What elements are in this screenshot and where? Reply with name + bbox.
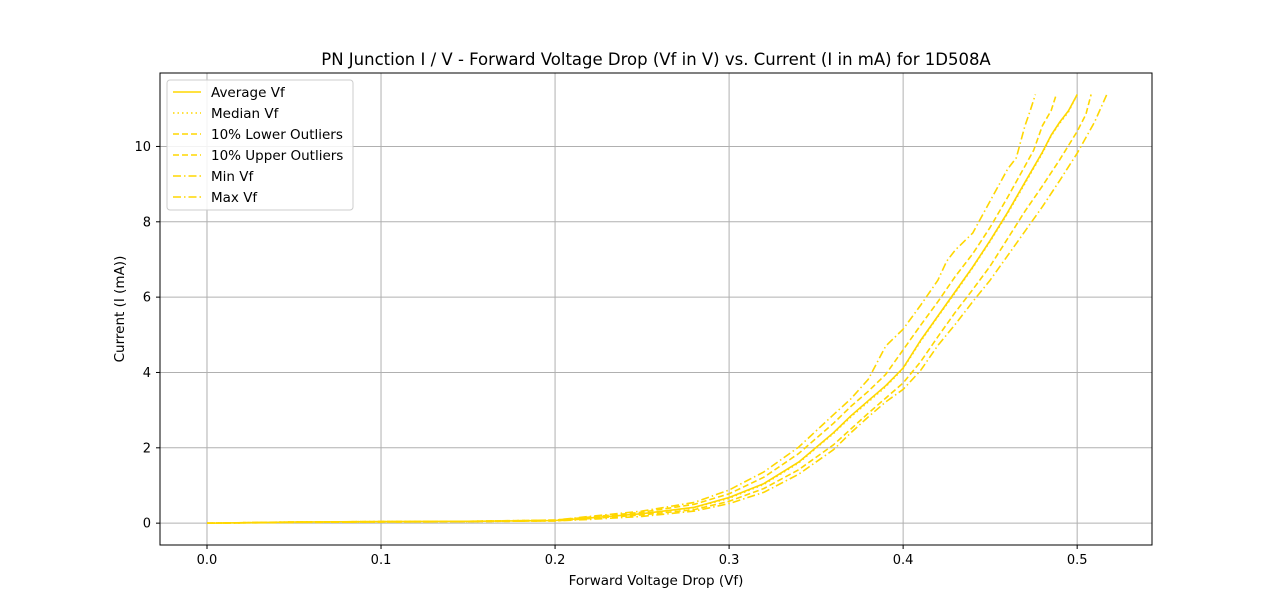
series-line-max-vf bbox=[206, 94, 1108, 524]
y-tick-label: 10 bbox=[134, 140, 151, 155]
y-tick-label: 2 bbox=[143, 441, 151, 456]
y-tick-label: 0 bbox=[143, 517, 151, 532]
series-line-10-lower-outliers bbox=[206, 94, 1058, 524]
y-tick-label: 8 bbox=[143, 215, 151, 230]
legend-label-median-vf: Median Vf bbox=[211, 106, 280, 122]
x-tick-label: 0.4 bbox=[893, 553, 914, 568]
y-tick-label: 6 bbox=[143, 291, 151, 306]
chart-title: PN Junction I / V - Forward Voltage Drop… bbox=[321, 50, 991, 69]
x-tick-label: 0.3 bbox=[719, 553, 740, 568]
legend-label-min-vf: Min Vf bbox=[211, 169, 254, 185]
legend-label-average-vf: Average Vf bbox=[211, 85, 286, 101]
legend-label-10-upper-outliers: 10% Upper Outliers bbox=[211, 148, 343, 164]
ticks: 0.0 0.1 0.2 0.3 0.4 0.5 0 2 4 6 8 10 bbox=[134, 140, 1087, 568]
y-axis-label: Current (I (mA)) bbox=[112, 256, 128, 363]
x-tick-label: 0.1 bbox=[371, 553, 392, 568]
legend-box bbox=[166, 79, 354, 211]
grid bbox=[160, 73, 1152, 545]
x-tick-label: 0.0 bbox=[197, 553, 218, 568]
legend: Average Vf Median Vf 10% Lower Outliers 10%… bbox=[166, 79, 354, 211]
series-line-10-upper-outliers bbox=[206, 94, 1092, 524]
series-line-min-vf bbox=[206, 94, 1037, 524]
legend-label-max-vf: Max Vf bbox=[211, 190, 258, 206]
legend-label-10-lower-outliers: 10% Lower Outliers bbox=[211, 127, 343, 143]
y-tick-label: 4 bbox=[143, 366, 151, 381]
x-axis-label: Forward Voltage Drop (Vf) bbox=[569, 573, 744, 589]
x-tick-label: 0.5 bbox=[1067, 553, 1088, 568]
plot-frame bbox=[159, 72, 1153, 546]
x-tick-label: 0.2 bbox=[545, 553, 566, 568]
series-layer bbox=[206, 94, 1108, 524]
